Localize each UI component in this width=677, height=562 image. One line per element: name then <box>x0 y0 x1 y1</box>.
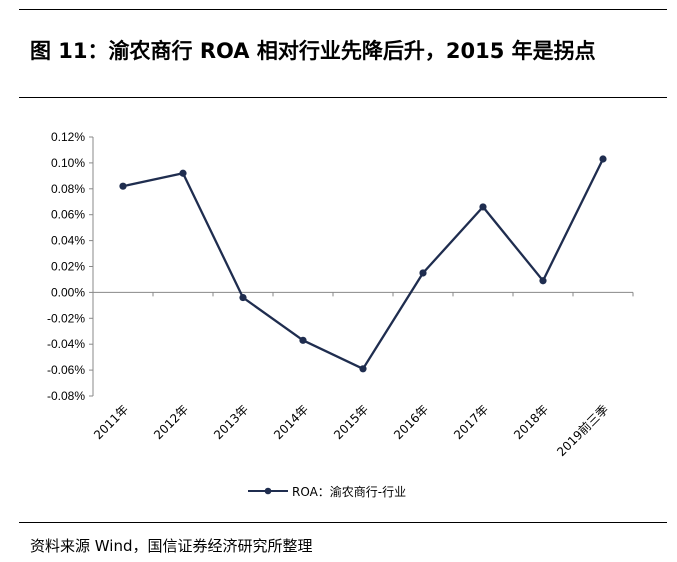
bottom-rule <box>19 522 667 523</box>
x-tick-label: 2012年 <box>151 402 191 442</box>
y-tick-label: -0.08% <box>47 389 85 403</box>
data-point <box>179 169 187 177</box>
top-rule <box>19 9 667 10</box>
data-point <box>599 155 607 163</box>
y-tick-label: 0.08% <box>51 182 85 196</box>
data-point <box>239 293 247 302</box>
y-tick-label: 0.00% <box>51 285 85 299</box>
data-point <box>539 277 547 285</box>
legend-label: ROA：渝农商行-行业 <box>292 484 407 499</box>
data-point <box>359 365 367 373</box>
x-tick-label: 2015年 <box>331 402 371 442</box>
x-tick-label: 2018年 <box>511 402 551 442</box>
x-tick-label: 2011年 <box>91 402 131 442</box>
y-tick-label: 0.12% <box>51 130 85 144</box>
x-tick-label: 2019前三季 <box>553 402 611 460</box>
title-rule <box>19 97 667 98</box>
source-note: 资料来源 Wind，国信证券经济研究所整理 <box>30 537 313 555</box>
data-point <box>479 203 487 211</box>
y-tick-label: 0.04% <box>51 234 85 248</box>
y-tick-label: -0.06% <box>47 363 85 377</box>
y-tick-label: 0.02% <box>51 260 85 274</box>
y-tick-label: 0.06% <box>51 208 85 222</box>
x-tick-label: 2016年 <box>391 402 431 442</box>
y-tick-label: -0.04% <box>47 337 85 351</box>
line-chart: 0.12% 0.10% 0.08% 0.06% 0.04% 0.02% 0.00% -0.02… <box>47 130 634 460</box>
legend-line-marker-icon <box>248 487 288 495</box>
x-tick-label: 2014年 <box>271 402 311 442</box>
series-line <box>122 158 605 370</box>
data-point <box>419 269 427 277</box>
chart-legend: ROA：渝农商行-行业 <box>248 482 406 500</box>
y-tick-label: -0.02% <box>47 311 85 325</box>
data-point <box>299 336 307 344</box>
x-tick-label: 2013年 <box>211 402 251 442</box>
figure-title: 图 11：渝农商行 ROA 相对行业先降后升，2015 年是拐点 <box>30 39 596 63</box>
y-tick-label: 0.10% <box>51 156 85 170</box>
data-point <box>119 182 127 190</box>
x-tick-label: 2017年 <box>451 402 491 442</box>
